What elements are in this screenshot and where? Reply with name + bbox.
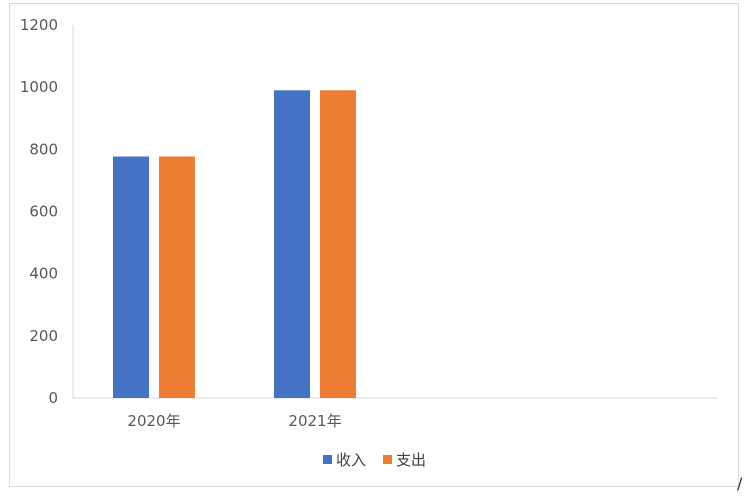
bars <box>113 90 356 399</box>
legend-swatch-1 <box>383 455 392 464</box>
legend-label-1: 支出 <box>396 451 426 469</box>
bar-income-1 <box>274 90 310 399</box>
x-axis: 2020年 2021年 <box>73 397 718 430</box>
y-tick-label: 1000 <box>20 78 58 96</box>
y-tick-label: 400 <box>29 265 58 283</box>
y-tick-label: 0 <box>48 389 58 407</box>
legend: 收入 支出 <box>323 451 426 469</box>
y-tick-label: 800 <box>29 140 58 158</box>
x-category-label: 2020年 <box>127 412 180 430</box>
x-category-label: 2021年 <box>288 412 341 430</box>
bar-expense-1 <box>320 90 356 399</box>
bar-expense-0 <box>159 156 195 398</box>
legend-label-0: 收入 <box>336 451 366 469</box>
bar-income-0 <box>113 156 149 398</box>
legend-swatch-0 <box>323 455 332 464</box>
y-tick-label: 600 <box>29 203 58 221</box>
corner-mark: / <box>737 474 743 493</box>
y-tick-label: 1200 <box>20 16 58 34</box>
y-tick-label: 200 <box>29 327 58 345</box>
y-axis: 0 200 400 600 800 1000 1200 <box>20 16 74 407</box>
